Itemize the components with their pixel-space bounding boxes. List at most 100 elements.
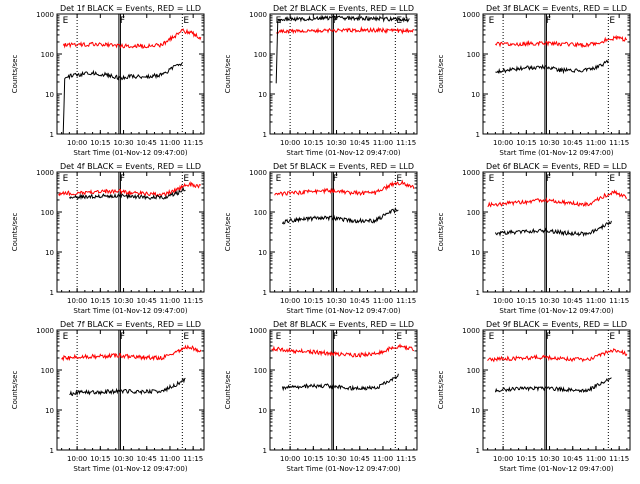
interval-marker-label: E [63,16,69,26]
y-axis-label: Counts/sec [224,55,232,94]
series-line [62,28,202,49]
series-line [62,62,183,135]
y-tick-label: 1000 [462,11,480,19]
series-line [69,377,186,397]
x-tick-label: 10:00 [493,139,513,147]
y-tick-label: 1000 [249,169,267,177]
y-tick-label: 100 [254,209,267,217]
series-line [274,179,415,197]
series-line [58,181,202,198]
interval-marker-label: F [120,174,125,184]
y-tick-label: 100 [254,51,267,59]
x-axis-label: Start Time (01-Nov-12 09:47:00) [286,465,400,473]
plot-frame [269,171,418,293]
x-tick-label: 11:15 [183,455,203,463]
plot-frame [56,13,205,135]
interval-marker-label: E [183,174,189,184]
chart-title: Det 5f BLACK = Events, RED = LLD [273,162,414,171]
y-tick-label: 1000 [36,169,54,177]
x-tick-label: 10:30 [539,297,559,305]
plot-frame [482,329,631,451]
y-tick-label: 1 [50,289,54,297]
y-tick-label: 100 [467,51,480,59]
series-line [271,343,414,358]
x-tick-label: 11:15 [396,139,416,147]
chart-panel: Det 2f BLACK = Events, RED = LLD Counts/s… [224,4,418,157]
x-tick-label: 10:30 [539,139,559,147]
x-tick-label: 10:30 [326,297,346,305]
y-tick-label: 1 [263,131,267,139]
x-tick-label: 10:15 [90,139,110,147]
interval-marker-label: E [183,16,189,26]
x-tick-label: 10:15 [303,139,323,147]
y-axis-label: Counts/sec [11,371,19,410]
series-line [487,189,628,208]
y-axis-label: Counts/sec [224,371,232,410]
x-tick-label: 10:30 [113,455,133,463]
y-tick-label: 10 [45,407,54,415]
x-tick-label: 11:00 [160,139,180,147]
x-tick-label: 11:15 [396,297,416,305]
y-tick-label: 100 [467,367,480,375]
x-tick-label: 10:15 [516,139,536,147]
y-tick-label: 1000 [249,11,267,19]
x-tick-label: 10:45 [350,139,370,147]
chart-panel: Det 5f BLACK = Events, RED = LLD Counts/s… [224,162,418,315]
series-line [61,344,202,362]
interval-marker-label: F [120,16,125,26]
y-tick-label: 10 [258,249,267,257]
x-tick-label: 10:30 [326,139,346,147]
x-tick-label: 11:00 [586,139,606,147]
x-tick-label: 10:45 [350,297,370,305]
interval-marker-label: E [489,174,495,184]
interval-marker-label: E [276,174,282,184]
y-axis-label: Counts/sec [437,371,445,410]
interval-marker-label: F [333,16,338,26]
chart-title: Det 7f BLACK = Events, RED = LLD [60,320,201,329]
y-tick-label: 1 [50,447,54,455]
series-line [281,373,399,392]
series-line [69,186,186,201]
x-tick-label: 10:00 [67,455,87,463]
y-tick-label: 100 [41,367,54,375]
x-tick-label: 10:45 [137,455,157,463]
series-line [495,59,609,75]
interval-marker-label: F [546,174,551,184]
x-tick-label: 10:15 [516,297,536,305]
x-tick-label: 10:00 [67,297,87,305]
interval-marker-label: E [63,332,69,342]
interval-marker-label: F [333,174,338,184]
x-tick-label: 10:15 [303,455,323,463]
y-tick-label: 1 [476,131,480,139]
plot-frame [482,13,631,135]
chart-panel: Det 6f BLACK = Events, RED = LLD Counts/s… [437,162,631,315]
interval-marker-label: F [333,332,338,342]
y-tick-label: 10 [258,91,267,99]
x-axis-label: Start Time (01-Nov-12 09:47:00) [499,149,613,157]
series-line [494,377,612,393]
y-axis-label: Counts/sec [437,213,445,252]
chart-title: Det 8f BLACK = Events, RED = LLD [273,320,414,329]
y-tick-label: 100 [41,51,54,59]
interval-marker-label: E [396,174,402,184]
x-tick-label: 10:30 [113,297,133,305]
y-tick-label: 10 [45,249,54,257]
chart-panel: Det 1f BLACK = Events, RED = LLD Counts/s… [11,4,205,157]
x-axis-label: Start Time (01-Nov-12 09:47:00) [499,465,613,473]
interval-marker-label: E [63,174,69,184]
y-tick-label: 1000 [462,169,480,177]
x-axis-label: Start Time (01-Nov-12 09:47:00) [73,307,187,315]
y-tick-label: 10 [471,407,480,415]
x-tick-label: 10:00 [493,455,513,463]
x-tick-label: 10:45 [563,139,583,147]
y-tick-label: 1000 [36,11,54,19]
y-tick-label: 10 [45,91,54,99]
x-tick-label: 10:30 [326,455,346,463]
x-tick-label: 11:00 [586,455,606,463]
interval-marker-label: E [276,16,282,26]
y-tick-label: 100 [467,209,480,217]
x-tick-label: 11:00 [160,297,180,305]
plot-frame [56,171,205,293]
x-tick-label: 11:00 [373,297,393,305]
